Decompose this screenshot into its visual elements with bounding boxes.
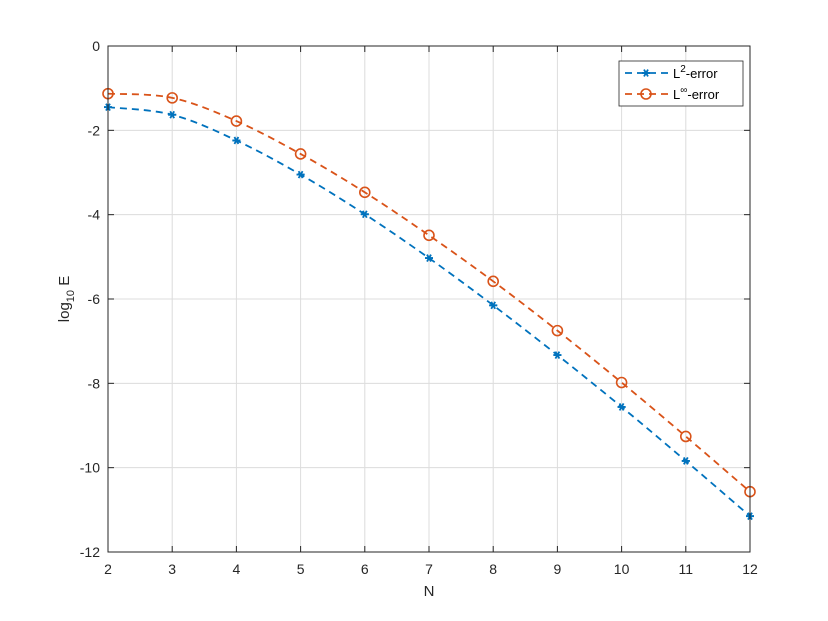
data-point-series-0: [681, 457, 690, 465]
tick-labels: 2 3 4 5 6 7 8 9 10 11 12 0 -2 -4 -6 -8 -10 -12: [80, 38, 758, 577]
data-point-series-1: [679, 430, 692, 443]
legend-entry-l2-error: L2-error: [625, 64, 718, 81]
x-tick-label: 6: [361, 561, 369, 577]
data-point-series-0: [360, 210, 369, 219]
data-point-series-0: [489, 301, 498, 310]
y-tick-label: -2: [88, 122, 101, 138]
data-point-series-1: [423, 229, 435, 242]
data-point-series-1: [166, 92, 178, 104]
legend-label-linf-error: L∞-error: [673, 85, 720, 102]
data-point-series-0: [168, 110, 177, 119]
data-point-series-0: [617, 403, 626, 411]
x-tick-label: 5: [297, 561, 305, 577]
data-point-series-1: [294, 148, 307, 160]
series-line-0: [107, 106, 751, 517]
y-tick-label: -10: [80, 460, 100, 476]
legend-marker-symbol: [640, 88, 652, 100]
data-point-series-0: [553, 351, 562, 359]
data-point-series-1: [615, 376, 628, 389]
y-tick-label: -8: [88, 375, 101, 391]
legend-label-l2-error: L2-error: [673, 64, 718, 81]
x-tick-label: 9: [554, 561, 562, 577]
data-point-series-1: [230, 115, 243, 127]
legend-marker-symbol: [642, 69, 650, 77]
x-tick-label: 11: [679, 561, 694, 577]
y-tick-label: -4: [88, 207, 101, 223]
data-point-series-1: [358, 186, 371, 199]
data-point-series-0: [232, 136, 241, 145]
x-tick-label: 4: [233, 561, 241, 577]
x-tick-label: 12: [742, 561, 758, 577]
legend-marker-linf: [640, 88, 652, 100]
legend-marker-l2: [642, 69, 650, 77]
x-tick-label: 7: [425, 561, 433, 577]
x-tick-label: 3: [168, 561, 176, 577]
legend: L2-error L∞-error: [618, 60, 744, 107]
y-tick-label: -12: [80, 544, 100, 560]
legend-entry-linf-error: L∞-error: [625, 85, 720, 102]
legend-box: [618, 60, 744, 107]
data-point-series-1: [551, 324, 564, 337]
data-point-series-0: [296, 170, 305, 179]
x-tick-label: 8: [489, 561, 497, 577]
data-point-series-0: [425, 254, 433, 263]
ticks: [107, 45, 751, 553]
y-tick-label: 0: [92, 38, 100, 54]
x-axis-label: N: [424, 583, 435, 600]
y-axis-label: log10 E: [56, 276, 77, 322]
data-point-series-1: [487, 275, 500, 288]
x-tick-label: 10: [614, 561, 630, 577]
y-tick-label: -6: [88, 291, 101, 307]
x-tick-label: 2: [104, 561, 112, 577]
